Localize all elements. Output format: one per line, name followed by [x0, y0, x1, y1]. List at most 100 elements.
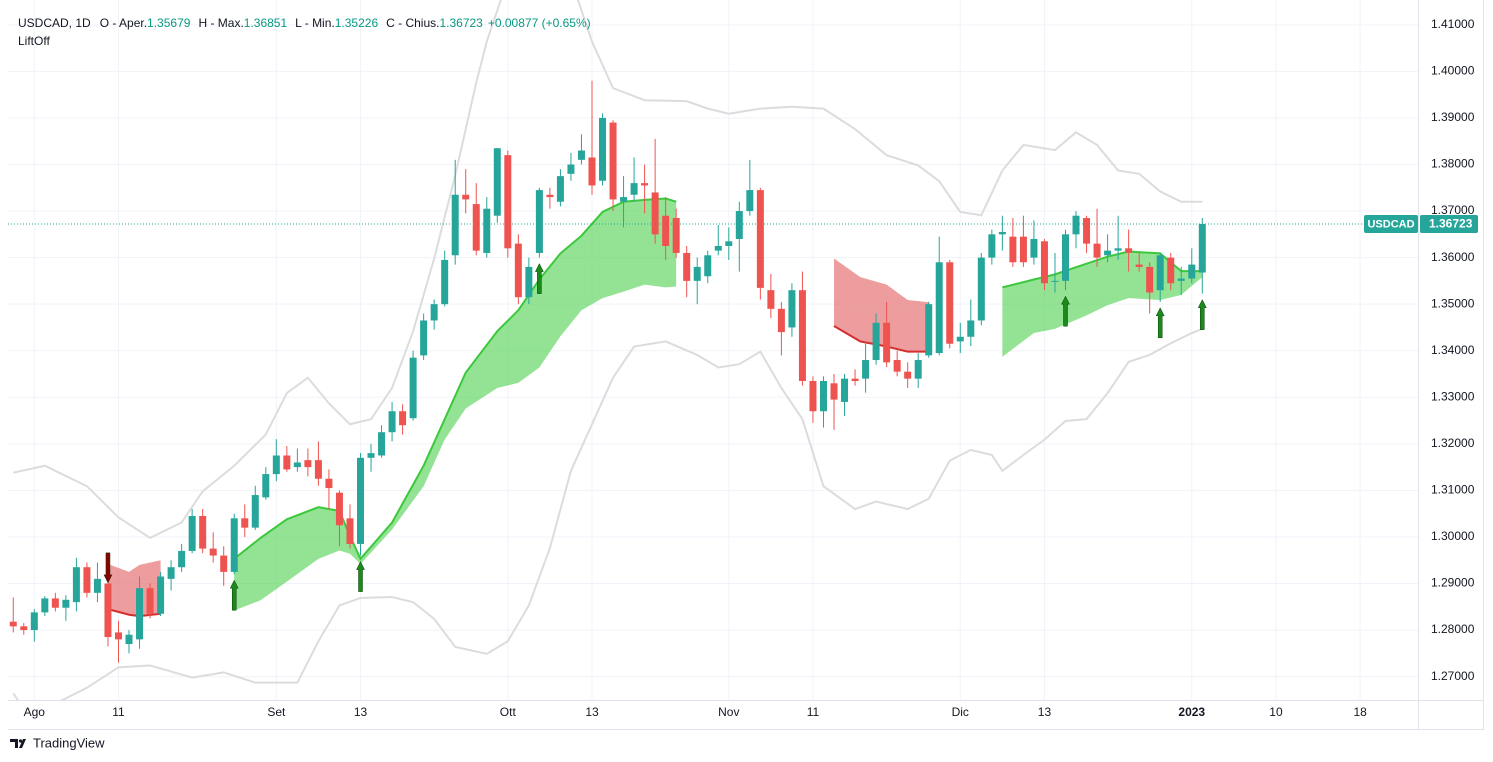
candle-body: [93, 578, 101, 593]
candle-body: [504, 155, 512, 249]
brand-logo: TradingView: [10, 735, 105, 750]
candle-body: [620, 197, 628, 202]
candle-body: [188, 516, 196, 551]
x-tick-label: Nov: [718, 705, 739, 719]
ohlc-value: 1.35679: [147, 16, 191, 30]
candle-body: [1019, 236, 1027, 263]
y-tick-label: 1.29000: [1431, 576, 1475, 590]
signal-arrow: [1197, 299, 1207, 330]
grid: [8, 0, 1418, 700]
ohlc-label: C - Chius.: [386, 16, 439, 30]
y-tick-label: 1.30000: [1431, 529, 1475, 543]
candle-body: [293, 462, 301, 468]
y-tick-label: 1.34000: [1431, 343, 1475, 357]
candle-body: [62, 599, 70, 608]
y-tick-label: 1.31000: [1431, 483, 1475, 497]
header-text: USDCAD, 1D O - Aper.1.35679 H - Max.1.3685…: [18, 16, 591, 30]
x-tick-label: 13: [1038, 705, 1052, 719]
candle-body: [230, 518, 238, 572]
x-tick-label: 18: [1353, 705, 1367, 719]
ribbon-edge: [233, 197, 677, 561]
candle-body: [735, 211, 743, 239]
candle-body: [714, 245, 722, 251]
y-tick-label: 1.38000: [1431, 157, 1475, 171]
y-tick-label: 1.40000: [1431, 64, 1475, 78]
candle-body: [125, 634, 133, 645]
candle-body: [767, 290, 775, 309]
candle-body: [1040, 241, 1048, 284]
ohlc-value: 1.36723: [439, 16, 483, 30]
legend-header: USDCAD, 1D O - Aper.1.35679 H - Max.1.3685…: [18, 16, 591, 30]
candle-body: [788, 290, 796, 328]
candle-body: [409, 357, 417, 419]
candle-body: [883, 322, 891, 363]
y-tick-label: 1.33000: [1431, 389, 1475, 403]
x-tick-label: Ago: [24, 705, 46, 719]
ohlc-label: L - Min.: [295, 16, 335, 30]
candle-body: [662, 215, 670, 246]
candle-body: [399, 411, 407, 426]
candle-body: [798, 290, 806, 381]
candle-body: [314, 460, 322, 479]
candle-body: [546, 194, 554, 198]
y-tick-label: 1.28000: [1431, 622, 1475, 636]
y-tick-label: 1.37000: [1431, 203, 1475, 217]
candle-body: [914, 360, 922, 379]
candle-body: [451, 194, 459, 256]
ohlc-value: 1.35226: [335, 16, 379, 30]
candle-body: [199, 516, 207, 549]
candle-body: [157, 576, 165, 614]
candle-body: [420, 320, 428, 356]
candle-body: [472, 204, 480, 251]
candle-body: [988, 234, 996, 258]
candle-body: [704, 255, 712, 277]
candle-body: [41, 598, 49, 613]
signal-arrow: [1155, 307, 1165, 339]
signal-arrow: [103, 552, 113, 584]
y-tick-label: 1.35000: [1431, 296, 1475, 310]
candle-body: [851, 378, 859, 381]
ribbon-fill: [234, 198, 677, 611]
candle-body: [1135, 264, 1143, 267]
candle-body: [630, 183, 638, 195]
candle-body: [925, 304, 933, 356]
candle-body: [272, 455, 280, 475]
candle-body: [1177, 278, 1185, 281]
candle-body: [725, 241, 733, 246]
candle-body: [104, 583, 112, 638]
candle-body: [30, 612, 38, 631]
candle-body: [872, 322, 880, 361]
candle-body: [893, 360, 901, 372]
signal-arrow: [1061, 295, 1070, 327]
change-value: +0.00877 (+0.65%): [488, 16, 591, 30]
candle-body: [756, 190, 764, 288]
candle-body: [862, 360, 870, 379]
candle-body: [904, 371, 912, 379]
candle-body: [841, 378, 849, 402]
candle-body: [378, 432, 386, 456]
candle-body: [493, 148, 501, 216]
candle-body: [220, 555, 228, 572]
y-tick-label: 1.32000: [1431, 436, 1475, 450]
candle-body: [209, 548, 217, 556]
candle-body: [1188, 264, 1196, 279]
candle-body: [9, 621, 17, 627]
candle-body: [946, 262, 954, 344]
candle-body: [1146, 266, 1154, 293]
candle-body: [609, 122, 617, 200]
candle-body: [304, 460, 312, 468]
x-tick-label: 11: [807, 705, 820, 719]
y-tick-label: 1.39000: [1431, 110, 1475, 124]
candle-body: [977, 257, 985, 321]
candle-body: [577, 150, 585, 160]
candle-body: [20, 626, 28, 631]
logo-icon: [18, 739, 23, 743]
candle-body: [1072, 215, 1080, 235]
symbol-interval: USDCAD, 1D: [18, 16, 91, 30]
candle-body: [430, 304, 438, 321]
price-tag: [1420, 214, 1478, 233]
logo-icon: [10, 739, 26, 748]
candle-body: [556, 176, 564, 202]
candle-body: [146, 588, 154, 614]
